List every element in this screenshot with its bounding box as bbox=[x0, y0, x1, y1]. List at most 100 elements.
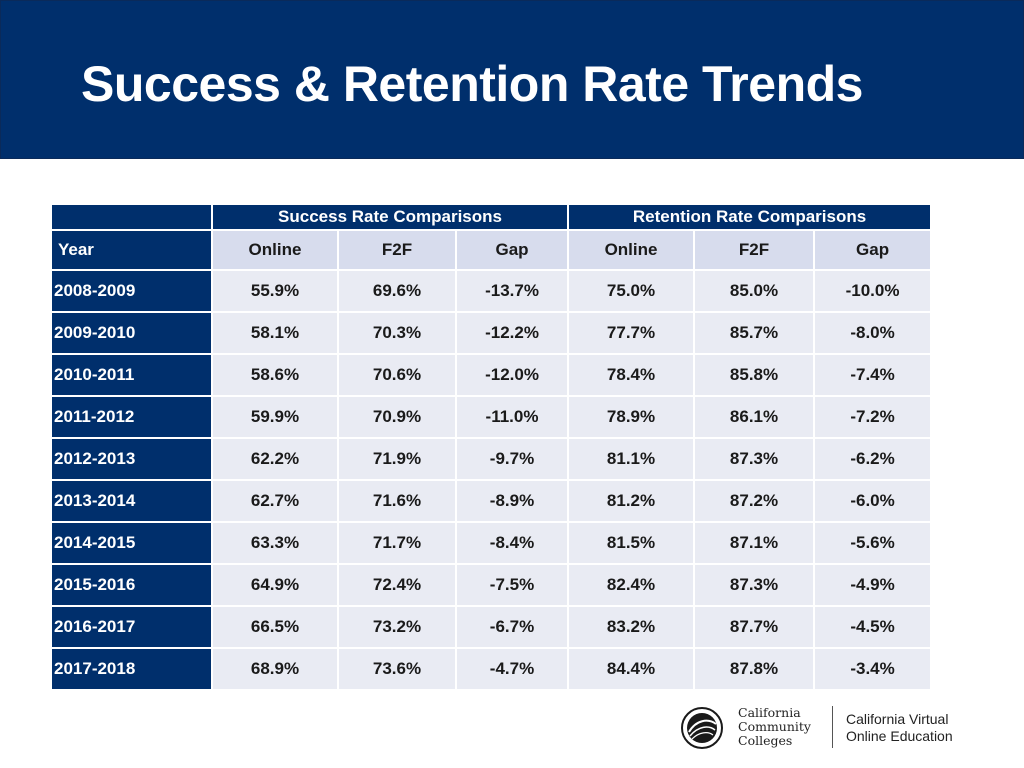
cell-retention-online: 75.0% bbox=[568, 270, 696, 313]
cell-success-f2f: 70.6% bbox=[338, 354, 457, 397]
ccc-logo-line: Community bbox=[738, 719, 811, 734]
column-header-retention-gap: Gap bbox=[814, 230, 931, 271]
cell-success-online: 64.9% bbox=[212, 564, 339, 607]
table-row: 2010-2011 58.6% 70.6% -12.0% 78.4% 85.8% -7.4% bbox=[52, 354, 931, 397]
cell-retention-f2f: 85.7% bbox=[694, 312, 816, 355]
cell-retention-f2f: 87.3% bbox=[694, 438, 816, 481]
column-header-success-online: Online bbox=[212, 230, 339, 271]
cell-retention-f2f: 87.8% bbox=[694, 648, 816, 691]
rates-table: Success Rate Comparisons Retention Rate … bbox=[52, 205, 931, 691]
cell-success-f2f: 71.6% bbox=[338, 480, 457, 523]
cell-retention-gap: -7.2% bbox=[814, 396, 931, 439]
cell-year: 2009-2010 bbox=[52, 312, 213, 355]
cell-success-gap: -4.7% bbox=[456, 648, 570, 691]
cell-success-online: 55.9% bbox=[212, 270, 339, 313]
cell-success-gap: -7.5% bbox=[456, 564, 570, 607]
cell-retention-online: 81.5% bbox=[568, 522, 696, 565]
cell-retention-gap: -3.4% bbox=[814, 648, 931, 691]
cell-success-gap: -9.7% bbox=[456, 438, 570, 481]
table-row: 2013-2014 62.7% 71.6% -8.9% 81.2% 87.2% -6.0% bbox=[52, 480, 931, 523]
retention-group-header: Retention Rate Comparisons bbox=[568, 205, 931, 231]
cell-retention-f2f: 85.8% bbox=[694, 354, 816, 397]
table-row: 2012-2013 62.2% 71.9% -9.7% 81.1% 87.3% -6.2% bbox=[52, 438, 931, 481]
cell-retention-online: 78.9% bbox=[568, 396, 696, 439]
ccc-logo-text: California Community Colleges bbox=[738, 706, 838, 748]
table-row: 2011-2012 59.9% 70.9% -11.0% 78.9% 86.1% -7.2% bbox=[52, 396, 931, 439]
cell-success-f2f: 72.4% bbox=[338, 564, 457, 607]
column-header-year: Year bbox=[52, 230, 213, 271]
cell-year: 2013-2014 bbox=[52, 480, 213, 523]
cell-retention-gap: -4.5% bbox=[814, 606, 931, 649]
cell-retention-f2f: 87.1% bbox=[694, 522, 816, 565]
cell-year: 2014-2015 bbox=[52, 522, 213, 565]
cell-success-online: 66.5% bbox=[212, 606, 339, 649]
cell-success-gap: -8.4% bbox=[456, 522, 570, 565]
cell-retention-gap: -8.0% bbox=[814, 312, 931, 355]
cell-success-f2f: 70.9% bbox=[338, 396, 457, 439]
title-banner: Success & Retention Rate Trends bbox=[0, 0, 1024, 159]
cell-success-online: 62.2% bbox=[212, 438, 339, 481]
cell-success-f2f: 70.3% bbox=[338, 312, 457, 355]
cell-success-f2f: 71.9% bbox=[338, 438, 457, 481]
cell-retention-f2f: 86.1% bbox=[694, 396, 816, 439]
column-header-retention-online: Online bbox=[568, 230, 696, 271]
page-title: Success & Retention Rate Trends bbox=[81, 56, 863, 112]
cell-success-gap: -11.0% bbox=[456, 396, 570, 439]
cell-year: 2016-2017 bbox=[52, 606, 213, 649]
cell-retention-f2f: 87.7% bbox=[694, 606, 816, 649]
cell-retention-online: 84.4% bbox=[568, 648, 696, 691]
table-row: 2009-2010 58.1% 70.3% -12.2% 77.7% 85.7% -8.0% bbox=[52, 312, 931, 355]
table-row: 2015-2016 64.9% 72.4% -7.5% 82.4% 87.3% -4.9% bbox=[52, 564, 931, 607]
cell-retention-gap: -4.9% bbox=[814, 564, 931, 607]
cell-success-f2f: 73.6% bbox=[338, 648, 457, 691]
group-header-blank bbox=[52, 205, 213, 231]
table-body: 2008-2009 55.9% 69.6% -13.7% 75.0% 85.0% -10.0… bbox=[52, 270, 931, 691]
table-row: 2016-2017 66.5% 73.2% -6.7% 83.2% 87.7% -4.5% bbox=[52, 606, 931, 649]
cell-retention-online: 81.2% bbox=[568, 480, 696, 523]
cell-success-gap: -6.7% bbox=[456, 606, 570, 649]
column-header-success-f2f: F2F bbox=[338, 230, 457, 271]
table-row: 2008-2009 55.9% 69.6% -13.7% 75.0% 85.0% -10.0… bbox=[52, 270, 931, 313]
cell-year: 2017-2018 bbox=[52, 648, 213, 691]
cell-success-online: 68.9% bbox=[212, 648, 339, 691]
cell-year: 2010-2011 bbox=[52, 354, 213, 397]
cell-success-f2f: 73.2% bbox=[338, 606, 457, 649]
logo-divider bbox=[832, 706, 833, 748]
cell-retention-gap: -6.0% bbox=[814, 480, 931, 523]
cell-retention-gap: -5.6% bbox=[814, 522, 931, 565]
cell-success-f2f: 71.7% bbox=[338, 522, 457, 565]
success-group-header: Success Rate Comparisons bbox=[212, 205, 570, 231]
cvc-logo-line: California Virtual bbox=[846, 711, 949, 727]
footer-logos: California Community Colleges California… bbox=[680, 702, 980, 754]
ccc-seal-icon bbox=[681, 707, 723, 749]
cell-success-online: 59.9% bbox=[212, 396, 339, 439]
cell-retention-online: 83.2% bbox=[568, 606, 696, 649]
cell-retention-online: 77.7% bbox=[568, 312, 696, 355]
cell-success-online: 62.7% bbox=[212, 480, 339, 523]
ccc-logo-line: Colleges bbox=[738, 733, 793, 748]
column-header-row: Year Online F2F Gap Online F2F Gap bbox=[52, 230, 931, 271]
cell-retention-online: 82.4% bbox=[568, 564, 696, 607]
cell-success-f2f: 69.6% bbox=[338, 270, 457, 313]
cell-success-online: 58.1% bbox=[212, 312, 339, 355]
cell-success-gap: -12.0% bbox=[456, 354, 570, 397]
cell-retention-online: 81.1% bbox=[568, 438, 696, 481]
cell-retention-online: 78.4% bbox=[568, 354, 696, 397]
cell-retention-gap: -10.0% bbox=[814, 270, 931, 313]
cell-success-gap: -12.2% bbox=[456, 312, 570, 355]
cell-year: 2008-2009 bbox=[52, 270, 213, 313]
cell-success-gap: -8.9% bbox=[456, 480, 570, 523]
cell-retention-f2f: 87.3% bbox=[694, 564, 816, 607]
cvc-logo-text: California Virtual Online Education bbox=[846, 711, 986, 745]
cell-retention-f2f: 85.0% bbox=[694, 270, 816, 313]
cell-retention-gap: -6.2% bbox=[814, 438, 931, 481]
group-header-row: Success Rate Comparisons Retention Rate … bbox=[52, 205, 931, 231]
cell-retention-gap: -7.4% bbox=[814, 354, 931, 397]
cell-success-gap: -13.7% bbox=[456, 270, 570, 313]
cell-year: 2011-2012 bbox=[52, 396, 213, 439]
column-header-retention-f2f: F2F bbox=[694, 230, 816, 271]
cell-year: 2015-2016 bbox=[52, 564, 213, 607]
cell-success-online: 63.3% bbox=[212, 522, 339, 565]
column-header-success-gap: Gap bbox=[456, 230, 570, 271]
table-row: 2017-2018 68.9% 73.6% -4.7% 84.4% 87.8% -3.4% bbox=[52, 648, 931, 691]
